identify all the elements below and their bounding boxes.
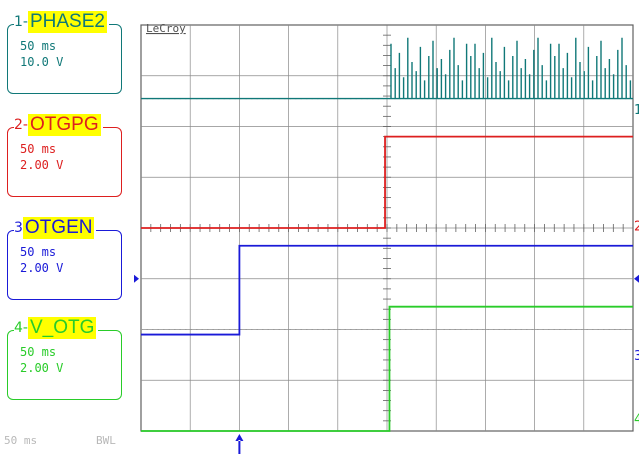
- channel-markers: 1 2 3 4: [134, 103, 639, 454]
- channel4-timebase: 50 ms: [20, 345, 57, 359]
- channel3-timebase: 50 ms: [20, 245, 57, 259]
- channel4-marker: 4: [634, 412, 639, 427]
- channel2-marker: 2: [634, 220, 639, 235]
- trigger-arrow-icon: [235, 434, 244, 454]
- channel1-timebase: 50 ms: [20, 39, 57, 53]
- channel2-timebase: 50 ms: [20, 142, 57, 156]
- channel1-marker: 1: [634, 103, 639, 118]
- channel4-scale: 2.00 V: [20, 361, 64, 375]
- channel2-scale: 2.00 V: [20, 158, 64, 172]
- left-level-arrow-icon: [134, 274, 139, 283]
- channel3-marker: 3: [634, 349, 639, 364]
- brand-logo: LeCroy: [146, 22, 186, 35]
- channel1-box[interactable]: 1 - PHASE2 50 ms 10.0 V: [7, 11, 122, 94]
- channel2-name: OTGPG: [27, 114, 101, 136]
- channel1-number: 1: [14, 14, 23, 30]
- channel3-name: OTGEN: [22, 217, 95, 239]
- channel3-scale: 2.00 V: [20, 261, 64, 275]
- channel2-box[interactable]: 2 - OTGPG 50 ms 2.00 V: [7, 114, 122, 197]
- right-level-arrow-icon: [634, 274, 639, 283]
- channel1-scale: 10.0 V: [20, 55, 64, 69]
- trace-phase2: [141, 37, 633, 100]
- channel2-number: 2: [14, 117, 23, 133]
- trace-v-otg: [141, 305, 633, 432]
- channel3-box[interactable]: 3 OTGEN 50 ms 2.00 V: [7, 217, 122, 300]
- channel4-name: V_OTG: [27, 317, 97, 339]
- footer-timebase: 50 ms: [4, 434, 38, 447]
- trace-otgen: [141, 244, 633, 336]
- channel1-name: PHASE2: [27, 11, 107, 33]
- channel4-box[interactable]: 4 - V_OTG 50 ms 2.00 V: [7, 317, 122, 400]
- footer-bwl: BWL: [96, 434, 116, 447]
- trace-otgpg: [141, 135, 633, 229]
- channel4-number: 4: [14, 320, 23, 336]
- channel3-number: 3: [14, 220, 23, 236]
- traces: [141, 37, 633, 432]
